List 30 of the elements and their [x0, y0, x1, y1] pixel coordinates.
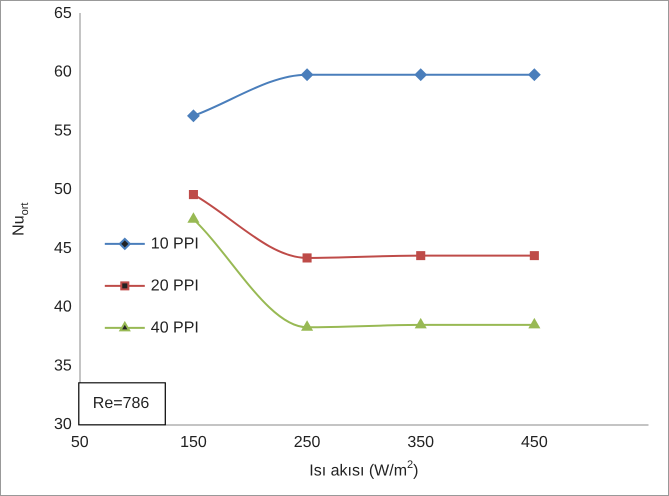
point — [416, 251, 426, 260]
point — [188, 213, 199, 223]
point — [530, 251, 539, 260]
x-tick-label: 350 — [407, 434, 434, 451]
y-tick-label: 55 — [54, 122, 72, 140]
y-axis-title: Nuort — [10, 202, 32, 236]
legend-label: 10 PPI — [150, 235, 199, 252]
y-tick-label: 50 — [54, 181, 72, 198]
y-tick-label: 65 — [54, 5, 72, 22]
point — [415, 318, 426, 328]
y-tick-label: 35 — [54, 357, 72, 374]
legend-label: 40 PPI — [150, 319, 199, 336]
point — [528, 68, 540, 81]
annotation: Re=786 — [92, 395, 150, 412]
point — [529, 318, 540, 328]
point — [188, 190, 198, 200]
x-tick-label: 450 — [521, 434, 548, 451]
y-tick-label: 45 — [54, 240, 72, 257]
y-tick-label: 30 — [54, 416, 72, 434]
y-tick-label: 40 — [54, 298, 72, 316]
point — [414, 68, 427, 81]
y-tick-label: 60 — [54, 64, 72, 81]
x-tick-label: 50 — [70, 434, 89, 451]
x-tick-label: 250 — [294, 434, 321, 451]
x-tick-label: 150 — [180, 434, 207, 451]
point — [302, 321, 312, 331]
point — [187, 110, 200, 122]
point — [302, 253, 312, 263]
point — [301, 68, 314, 81]
legend-label: 20 PPI — [150, 277, 199, 294]
